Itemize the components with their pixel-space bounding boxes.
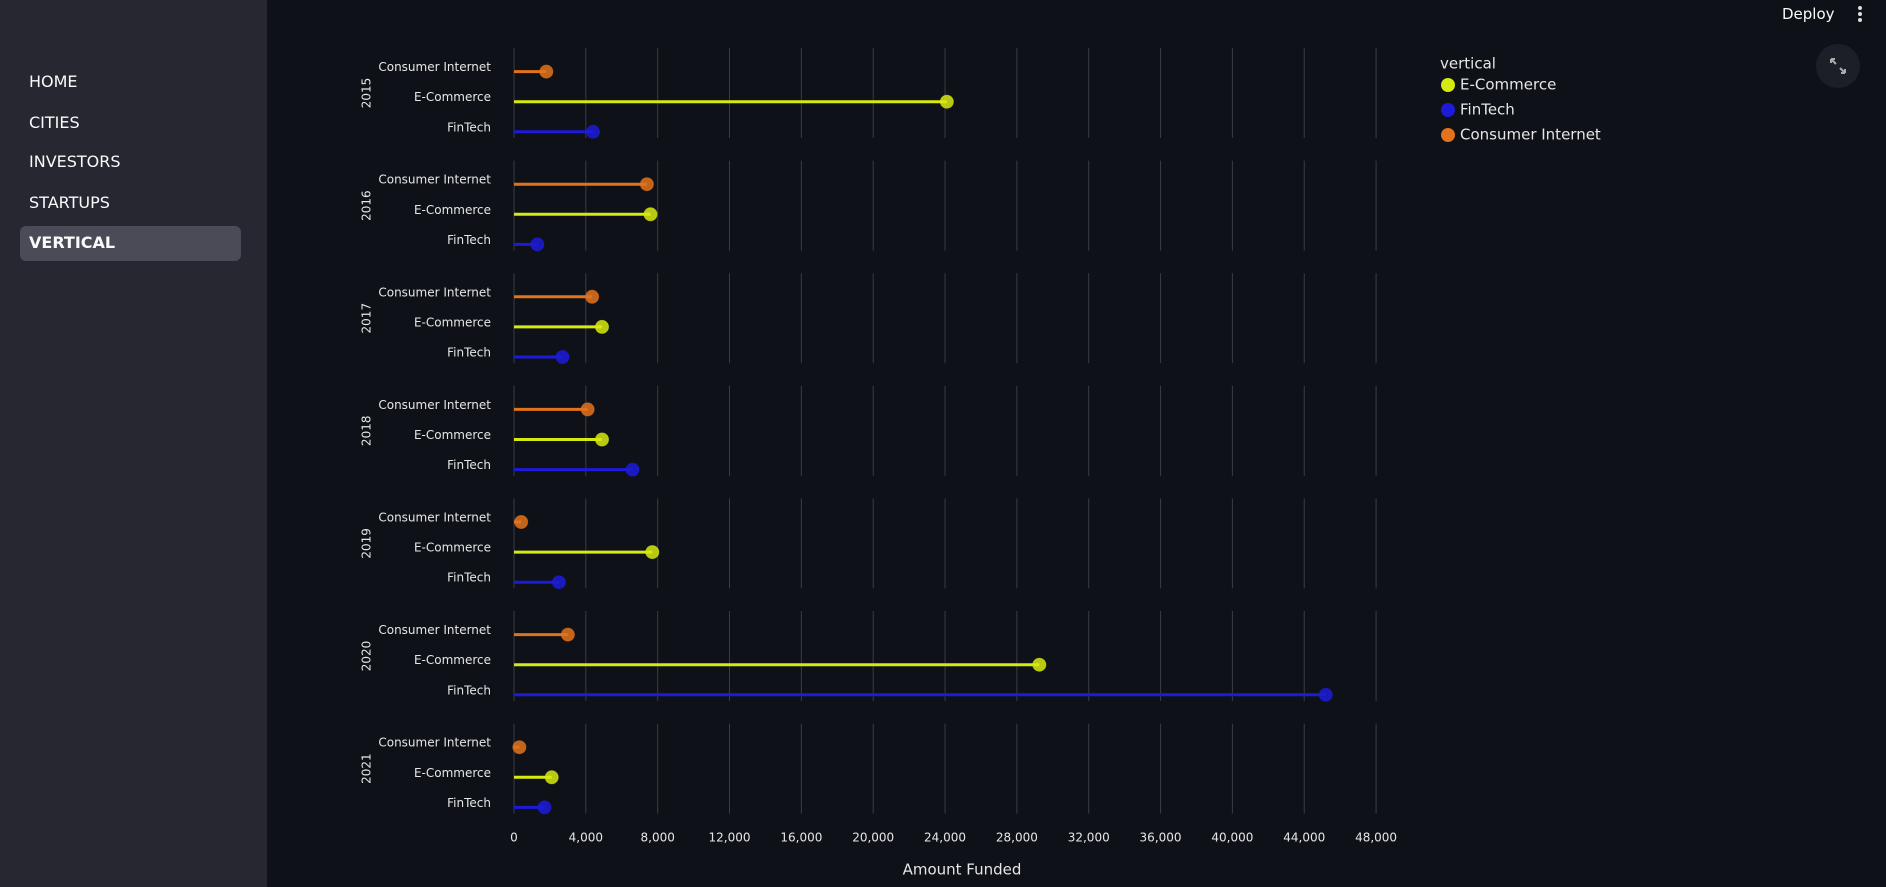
legend-label: Consumer Internet: [1460, 126, 1601, 144]
dot: [530, 237, 545, 252]
nav-item[interactable]: VERTICAL: [29, 233, 116, 252]
dot: [539, 64, 554, 79]
x-tick-label: 4,000: [569, 831, 603, 845]
category-label: E-Commerce: [414, 766, 491, 780]
facet-label: 2017: [360, 303, 374, 334]
legend-label: FinTech: [1460, 101, 1515, 119]
dot: [1318, 687, 1333, 702]
x-tick-label: 8,000: [641, 831, 675, 845]
x-axis-label: Amount Funded: [903, 861, 1022, 879]
x-tick-label: 36,000: [1140, 831, 1182, 845]
category-label: Consumer Internet: [378, 511, 491, 525]
dot: [580, 402, 595, 417]
dot: [595, 432, 610, 447]
facet-label: 2018: [360, 416, 374, 447]
nav-item[interactable]: INVESTORS: [29, 152, 121, 171]
facet-label: 2015: [360, 78, 374, 109]
legend-swatch: [1441, 103, 1455, 117]
category-label: Consumer Internet: [378, 398, 491, 412]
dot: [639, 177, 654, 192]
category-label: FinTech: [447, 120, 491, 134]
category-label: FinTech: [447, 683, 491, 697]
menu-dot[interactable]: [1858, 6, 1862, 10]
dot: [595, 319, 610, 334]
dot: [625, 462, 640, 477]
x-tick-label: 48,000: [1355, 831, 1397, 845]
category-label: Consumer Internet: [378, 60, 491, 74]
category-label: Consumer Internet: [378, 736, 491, 750]
facet-label: 2016: [360, 190, 374, 221]
category-label: E-Commerce: [414, 541, 491, 555]
legend-swatch: [1441, 78, 1455, 92]
category-label: E-Commerce: [414, 203, 491, 217]
dot: [645, 545, 660, 560]
category-label: Consumer Internet: [378, 173, 491, 187]
deploy-button[interactable]: Deploy: [1782, 5, 1835, 23]
dot: [585, 289, 600, 304]
category-label: Consumer Internet: [378, 623, 491, 637]
legend-swatch: [1441, 128, 1455, 142]
category-label: E-Commerce: [414, 315, 491, 329]
x-tick-label: 16,000: [780, 831, 822, 845]
x-tick-label: 20,000: [852, 831, 894, 845]
dot: [555, 350, 570, 364]
nav-item[interactable]: HOME: [29, 72, 78, 91]
fullscreen-icon: [1830, 58, 1846, 74]
x-tick-label: 32,000: [1068, 831, 1110, 845]
x-tick-label: 44,000: [1283, 831, 1325, 845]
x-tick-label: 0: [510, 831, 518, 845]
dot: [560, 627, 575, 642]
x-tick-label: 28,000: [996, 831, 1038, 845]
fullscreen-button[interactable]: [1816, 44, 1860, 88]
facet-label: 2021: [360, 753, 374, 784]
dot: [586, 124, 601, 139]
x-tick-label: 40,000: [1211, 831, 1253, 845]
nav-highlight: [20, 226, 241, 261]
facet-label: 2019: [360, 528, 374, 559]
dot: [1032, 657, 1047, 672]
nav-item[interactable]: STARTUPS: [29, 193, 110, 212]
x-tick-label: 12,000: [709, 831, 751, 845]
facet-label: 2020: [360, 641, 374, 672]
dot: [512, 740, 527, 755]
category-label: E-Commerce: [414, 428, 491, 442]
menu-dot[interactable]: [1858, 12, 1862, 16]
nav-item[interactable]: CITIES: [29, 113, 80, 132]
legend-label: E-Commerce: [1460, 76, 1556, 94]
category-label: FinTech: [447, 796, 491, 810]
category-label: FinTech: [447, 233, 491, 247]
dot: [537, 800, 552, 815]
x-tick-label: 24,000: [924, 831, 966, 845]
dot: [551, 575, 566, 590]
dot: [544, 770, 559, 785]
category-label: Consumer Internet: [378, 285, 491, 299]
category-label: E-Commerce: [414, 90, 491, 104]
category-label: E-Commerce: [414, 653, 491, 667]
category-label: FinTech: [447, 346, 491, 360]
dot: [643, 207, 658, 222]
category-label: FinTech: [447, 458, 491, 472]
category-label: FinTech: [447, 571, 491, 585]
menu-dot[interactable]: [1858, 18, 1862, 22]
dot: [939, 94, 954, 109]
sidebar: HOME CITIES INVESTORS STARTUPS VERTICAL: [0, 0, 267, 887]
dot: [514, 515, 529, 529]
legend-title: vertical: [1440, 55, 1496, 73]
